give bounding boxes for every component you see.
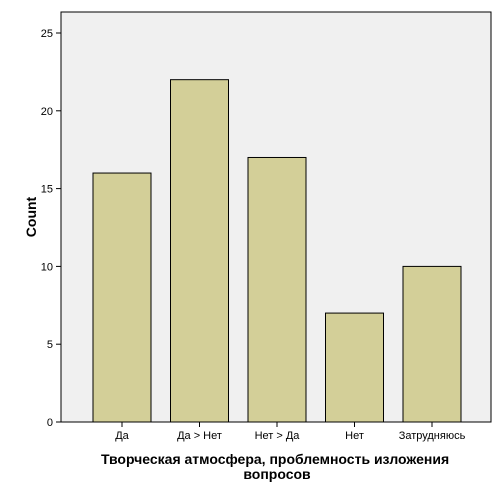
x-tick-label: Да > Нет xyxy=(177,430,222,442)
x-tick-label: Да xyxy=(115,430,129,442)
y-tick-label: 10 xyxy=(41,261,53,273)
bar xyxy=(247,156,307,423)
y-tick-label: 5 xyxy=(47,339,53,351)
x-axis-title-line-1: Творческая атмосфера, проблемность излож… xyxy=(101,451,449,467)
x-tick-label: Нет > Да xyxy=(255,430,301,442)
bar xyxy=(325,312,384,423)
bar xyxy=(170,79,229,423)
bar xyxy=(92,172,152,423)
bar xyxy=(402,265,462,423)
y-tick-label: 15 xyxy=(41,184,53,196)
y-axis: 0 5 10 15 20 25 xyxy=(41,28,61,429)
x-tick-label: Затрудняюсь xyxy=(399,430,466,442)
y-tick-label: 25 xyxy=(41,28,53,40)
y-tick-label: 20 xyxy=(41,106,53,118)
x-axis: Да Да > Нет Нет > Да Нет Затрудняюсь xyxy=(115,422,466,442)
bars xyxy=(92,79,462,423)
x-axis-title-line-2: вопросов xyxy=(243,466,311,482)
y-axis-title: Count xyxy=(23,196,39,237)
x-axis-title: Творческая атмосфера, проблемность излож… xyxy=(101,451,453,482)
x-tick-label: Нет xyxy=(345,430,364,442)
y-tick-label: 0 xyxy=(47,417,53,429)
